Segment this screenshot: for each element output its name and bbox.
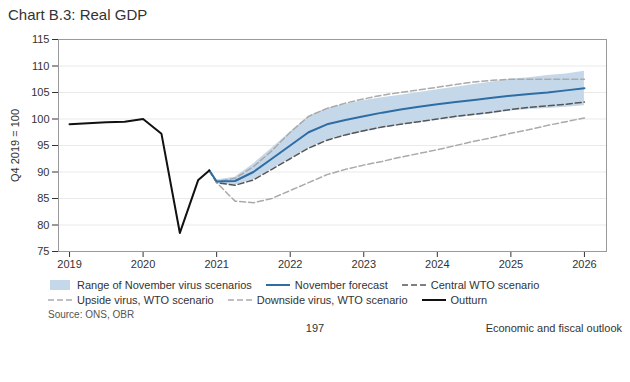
html-text:November forecast: November forecast: [294, 279, 388, 291]
svg-text:2023: 2023: [352, 258, 376, 270]
svg-text:115: 115: [32, 33, 50, 45]
svg-text:75: 75: [37, 245, 49, 257]
html-text:Outturn: Outturn: [450, 294, 488, 306]
svg-text:110: 110: [32, 60, 50, 72]
svg-text:85: 85: [37, 192, 49, 204]
html-text:Downside virus, WTO scenario: Downside virus, WTO scenario: [256, 294, 408, 306]
html-text:Source: ONS, OBR: Source: ONS, OBR: [48, 309, 135, 320]
html-text:197: 197: [305, 322, 325, 334]
svg-text:2022: 2022: [278, 258, 302, 270]
html-text:Upside virus, WTO scenario: Upside virus, WTO scenario: [77, 294, 214, 306]
svg-text:2024: 2024: [425, 258, 449, 270]
svg-text:2026: 2026: [572, 258, 596, 270]
svg-text:105: 105: [31, 86, 49, 98]
svg-text:2021: 2021: [204, 258, 228, 270]
svg-text:95: 95: [37, 139, 49, 151]
html-text:Economic and fiscal outlook: Economic and fiscal outlook: [485, 322, 622, 334]
html-text:Range of November virus scenar: Range of November virus scenarios: [77, 279, 252, 291]
svg-text:2019: 2019: [57, 258, 81, 270]
svg-text:2025: 2025: [499, 258, 523, 270]
svg-text:90: 90: [37, 166, 49, 178]
html-text:Chart B.3: Real GDP: Chart B.3: Real GDP: [8, 6, 148, 23]
svg-text:2020: 2020: [131, 258, 155, 270]
svg-text:100: 100: [31, 113, 49, 125]
html-text:Central WTO scenario: Central WTO scenario: [430, 279, 540, 291]
svg-text:80: 80: [37, 219, 49, 231]
svg-text:Q4 2019 = 100: Q4 2019 = 100: [9, 109, 21, 182]
